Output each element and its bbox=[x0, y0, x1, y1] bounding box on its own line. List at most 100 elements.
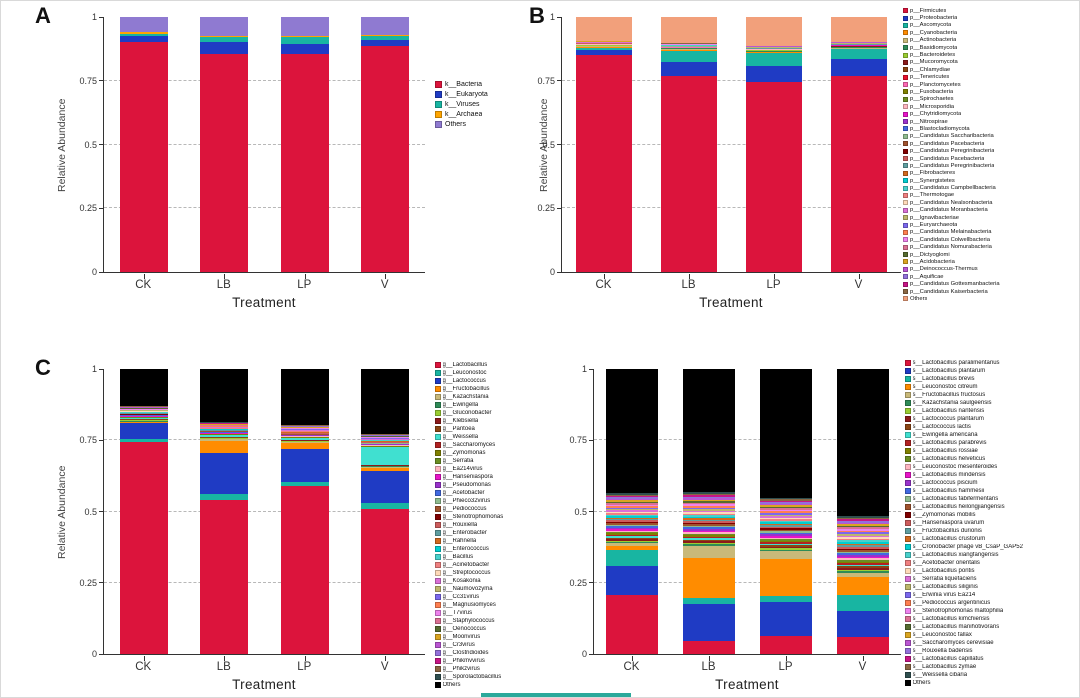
bar-segment bbox=[683, 518, 736, 520]
legend-item: Others bbox=[435, 119, 531, 129]
legend-item: k__Archaea bbox=[435, 109, 531, 119]
bar-segment bbox=[683, 515, 736, 517]
legend-item: p__Chlamydiae bbox=[903, 66, 1077, 73]
legend-label: p__Bacteroidetes bbox=[910, 52, 956, 59]
legend-swatch bbox=[905, 448, 911, 454]
legend-swatch bbox=[905, 560, 911, 566]
legend-item: g__Pantoea bbox=[435, 425, 535, 433]
bar-segment bbox=[120, 420, 169, 422]
bar-segment bbox=[360, 34, 409, 37]
y-tick-label: 0 bbox=[549, 267, 555, 277]
legend-label: s__Saccharomyces cerevisiae bbox=[912, 640, 994, 646]
y-tick-mark bbox=[589, 368, 594, 370]
bar-segment bbox=[759, 526, 812, 529]
legend-swatch bbox=[905, 520, 911, 526]
legend-label: s__Rouxiella badensis bbox=[912, 648, 973, 654]
x-tick-label: LP bbox=[778, 661, 793, 673]
bar-segment bbox=[606, 542, 659, 544]
legend-item: s__Lactococcus plantarum bbox=[905, 415, 1077, 423]
legend-swatch bbox=[435, 450, 441, 456]
y-tick-label: 1 bbox=[91, 12, 97, 22]
legend-item: g__Phikmvvirus bbox=[435, 657, 535, 665]
bar-segment bbox=[745, 53, 802, 66]
bar-segment bbox=[576, 45, 633, 46]
bar-segment bbox=[683, 501, 736, 503]
bar-segment bbox=[606, 534, 659, 537]
bar-segment bbox=[683, 538, 736, 540]
legend-swatch bbox=[905, 640, 911, 646]
legend-label: p__Thermotogae bbox=[910, 192, 955, 199]
legend-swatch bbox=[903, 126, 908, 132]
legend-item: Others bbox=[905, 679, 1077, 687]
bar-segment bbox=[683, 495, 736, 497]
bar-segment bbox=[745, 52, 802, 54]
legend-label: p__Candidatus Peregrinibacteria bbox=[910, 162, 995, 169]
bar-segment bbox=[661, 49, 718, 50]
legend-item: g__Serratia bbox=[435, 457, 535, 465]
bar-segment bbox=[759, 558, 812, 596]
legend: k__Bacteria k__Eukaryota k__Viruses k__Arch… bbox=[435, 79, 531, 129]
bar-segment bbox=[836, 611, 889, 638]
legend-item: p__Fusobacteria bbox=[903, 88, 1077, 95]
bar-segment bbox=[683, 496, 736, 499]
legend-label: s__Lactococcus lactis bbox=[912, 424, 971, 430]
legend-item: Others bbox=[435, 681, 535, 689]
legend-swatch bbox=[903, 289, 908, 295]
bar-segment bbox=[200, 369, 249, 423]
bar-segment bbox=[360, 509, 409, 654]
panel-c-genus-chart: C Relative Abundance 0 0.25 0.5 0.75 1 CK LB L… bbox=[7, 353, 531, 697]
legend-label: s__Pediococcus argentinicus bbox=[912, 600, 991, 606]
legend-swatch bbox=[903, 89, 908, 95]
bar-segment bbox=[200, 435, 249, 438]
legend-label: g__Cr3virus bbox=[442, 642, 475, 648]
legend-swatch bbox=[903, 185, 908, 191]
legend-label: s__Lactobacillus heilongjiangensis bbox=[912, 504, 1005, 510]
bar-segment bbox=[200, 452, 249, 495]
bar-segment bbox=[759, 516, 812, 518]
y-tick-mark bbox=[557, 144, 562, 145]
gridline bbox=[562, 207, 901, 209]
bar-segment bbox=[606, 500, 659, 502]
legend-item: p__Candidatus Moranbacteria bbox=[903, 207, 1077, 214]
bar-segment bbox=[759, 514, 812, 517]
gridline bbox=[104, 79, 425, 81]
bar-segment bbox=[836, 548, 889, 551]
legend-item: s__Leuconostoc mesenteroides bbox=[905, 463, 1077, 471]
bar-segment bbox=[683, 604, 736, 642]
legend-label: p__Tenericutes bbox=[910, 74, 950, 81]
x-tick-label: CK bbox=[135, 279, 152, 291]
bar-segment bbox=[836, 527, 889, 530]
bar-segment bbox=[683, 510, 736, 513]
legend-swatch bbox=[435, 642, 441, 648]
bar-segment bbox=[120, 42, 169, 272]
legend-item: p__Candidatus Pacebacteria bbox=[903, 155, 1077, 162]
legend-item: p__Candidatus Colwellbacteria bbox=[903, 236, 1077, 243]
legend-item: s__Weissella cibaria bbox=[905, 671, 1077, 679]
legend-label: p__Mucoromycota bbox=[910, 59, 958, 66]
legend-label: s__Lactobacillus nantensis bbox=[912, 408, 985, 414]
legend-item: s__Erwinia virus Ea214 bbox=[905, 591, 1077, 599]
plot-box: 0 0.25 0.5 0.75 1 bbox=[569, 364, 901, 661]
legend-label: p__Candidatus Peregrinibacteria bbox=[910, 148, 995, 155]
legend-label: Others bbox=[442, 682, 461, 688]
bar-segment bbox=[836, 566, 889, 569]
y-tick-mark bbox=[99, 271, 104, 273]
legend-swatch bbox=[905, 576, 911, 582]
gridline bbox=[104, 510, 425, 512]
legend-label: g__Staphylococcus bbox=[442, 618, 495, 624]
bar-segment bbox=[683, 521, 736, 523]
legend-label: s__Lactobacillus plantarum bbox=[912, 368, 986, 374]
bar-segment bbox=[830, 46, 887, 48]
legend-swatch bbox=[903, 37, 908, 43]
legend-label: s__Lactobacillus mindensis bbox=[912, 472, 986, 478]
bar-segment bbox=[759, 503, 812, 506]
y-tick-label: 0.75 bbox=[537, 75, 555, 86]
legend-item: g__Phieco32virus bbox=[435, 497, 535, 505]
legend-label: s__Lactococcus plantarum bbox=[912, 416, 984, 422]
legend-item: s__Leuconostoc citreum bbox=[905, 383, 1077, 391]
legend-item: s__Leuconostoc fallax bbox=[905, 631, 1077, 639]
legend-item: s__Lactobacillus pontis bbox=[905, 567, 1077, 575]
legend-label: p__Fibrobacteres bbox=[910, 170, 956, 177]
bar-segment bbox=[745, 17, 802, 46]
bar-segment bbox=[576, 17, 633, 41]
